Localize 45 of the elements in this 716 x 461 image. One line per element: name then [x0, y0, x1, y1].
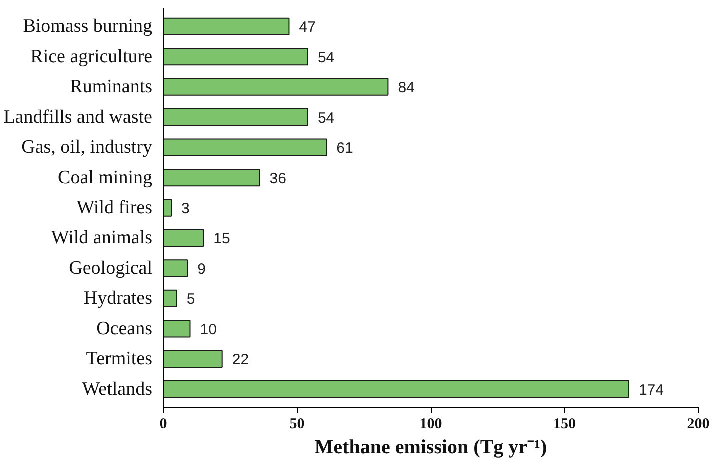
y-tick-label: Hydrates: [84, 288, 153, 310]
bar: [164, 168, 260, 187]
bar: [164, 138, 328, 156]
bar: [164, 18, 290, 36]
data-label: 15: [214, 230, 230, 248]
data-label: 174: [638, 382, 664, 399]
y-tick-label: Coal mining: [58, 167, 153, 188]
data-label: 9: [198, 260, 206, 278]
bar: [164, 260, 188, 278]
y-tick-label: Biomass burning: [23, 16, 153, 38]
y-tick-label: Gas, oil, industry: [22, 137, 153, 158]
bar: [164, 108, 308, 126]
x-tick-label: 0: [160, 416, 168, 432]
x-tick-label: 50: [290, 416, 305, 432]
y-tick-label: Termites: [86, 348, 152, 370]
bar: [164, 320, 191, 338]
bar: [164, 78, 389, 96]
bar: [164, 199, 172, 217]
data-label: 22: [232, 352, 250, 369]
data-label: 10: [200, 321, 217, 338]
bar: [164, 380, 630, 398]
bar: [164, 350, 223, 368]
data-label: 54: [318, 49, 335, 66]
y-tick-label: Rice agriculture: [30, 46, 152, 68]
data-label: 84: [398, 80, 415, 97]
bar: [164, 229, 204, 248]
data-label: 54: [318, 110, 335, 127]
y-tick-label: Ruminants: [70, 76, 153, 98]
y-tick-label: Wild fires: [76, 198, 153, 218]
x-axis-title: Methane emission (Tg yr⁻¹): [314, 436, 548, 458]
y-tick-label: Oceans: [96, 318, 153, 340]
data-label: 5: [186, 291, 196, 308]
x-tick-label: 150: [554, 416, 576, 432]
bar: [164, 290, 178, 308]
x-tick-label: 200: [687, 416, 710, 432]
x-tick-label: 100: [420, 416, 442, 432]
y-tick-label: Landfills and waste: [4, 106, 153, 128]
bar: [164, 48, 308, 66]
y-tick-label: Wetlands: [82, 378, 153, 400]
y-tick-label: Geological: [69, 258, 152, 279]
data-label: 3: [182, 200, 190, 218]
data-label: 61: [336, 140, 354, 158]
data-label: 47: [299, 19, 316, 36]
data-label: 36: [270, 170, 286, 188]
y-tick-label: Wild animals: [51, 228, 152, 249]
